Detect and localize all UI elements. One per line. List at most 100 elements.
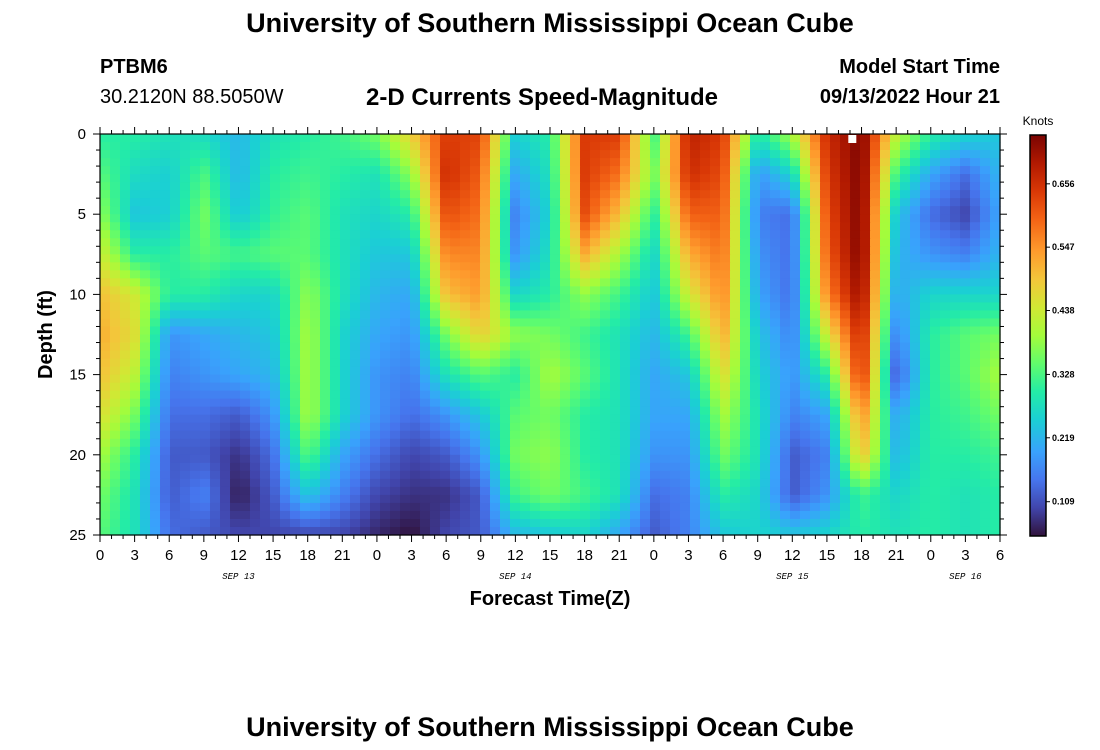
heatmap-cell [980, 294, 991, 304]
heatmap-cell [920, 478, 931, 488]
heatmap-cell [770, 206, 781, 215]
heatmap-cell [590, 222, 601, 231]
heatmap-cell [390, 510, 401, 520]
heatmap-cell [250, 526, 261, 536]
heatmap-cell [390, 142, 401, 151]
heatmap-cell [200, 326, 211, 336]
heatmap-cell [620, 478, 631, 488]
heatmap-cell [690, 230, 701, 239]
heatmap-cell [710, 278, 721, 287]
heatmap-cell [480, 294, 491, 304]
heatmap-cell [190, 326, 201, 336]
heatmap-cell [360, 158, 371, 167]
heatmap-cell [970, 382, 981, 392]
heatmap-cell [640, 286, 651, 295]
heatmap-cell [140, 182, 151, 191]
heatmap-cell [450, 278, 461, 287]
heatmap-cell [760, 374, 771, 384]
heatmap-cell [400, 166, 411, 175]
heatmap-cell [880, 494, 891, 504]
heatmap-cell [560, 174, 571, 183]
heatmap-cell [570, 182, 581, 191]
heatmap-cell [820, 326, 831, 336]
heatmap-cell [170, 206, 181, 215]
heatmap-cell [430, 406, 441, 416]
heatmap-cell [750, 278, 761, 287]
heatmap-cell [170, 182, 181, 191]
heatmap-cell [680, 438, 691, 448]
heatmap-cell [860, 342, 871, 352]
heatmap-cell [840, 430, 851, 440]
heatmap-cell [370, 142, 381, 151]
heatmap-cell [270, 374, 281, 384]
heatmap-cell [790, 358, 801, 368]
heatmap-cell [410, 470, 421, 480]
heatmap-cell [700, 246, 711, 255]
heatmap-cell [900, 158, 911, 167]
heatmap-cell [520, 494, 531, 504]
heatmap-cell [840, 462, 851, 472]
heatmap-cell [120, 414, 131, 424]
heatmap-cell [410, 158, 421, 167]
heatmap-cell [910, 486, 921, 496]
heatmap-cell [590, 254, 601, 263]
heatmap-cell [330, 270, 341, 279]
heatmap-cell [760, 326, 771, 336]
heatmap-cell [150, 158, 161, 167]
heatmap-cell [230, 190, 241, 199]
heatmap-cell [570, 238, 581, 247]
heatmap-cell [870, 454, 881, 464]
heatmap-cell [600, 142, 611, 151]
heatmap-cell [160, 150, 171, 159]
heatmap-cell [740, 214, 751, 223]
heatmap-cell [870, 246, 881, 255]
heatmap-cell [530, 286, 541, 295]
heatmap-cell [410, 478, 421, 488]
heatmap-cell [720, 246, 731, 255]
heatmap-cell [940, 494, 951, 504]
heatmap-cell [290, 398, 301, 408]
heatmap-cell [550, 286, 561, 295]
heatmap-cell [690, 214, 701, 223]
heatmap-cell [770, 254, 781, 263]
heatmap-cell [330, 526, 341, 536]
heatmap-cell [790, 214, 801, 223]
heatmap-cell [960, 366, 971, 376]
heatmap-cell [390, 334, 401, 344]
heatmap-cell [740, 438, 751, 448]
heatmap-cell [180, 142, 191, 151]
heatmap-cell [790, 342, 801, 352]
heatmap-cell [560, 350, 571, 360]
heatmap-cell [250, 150, 261, 159]
heatmap-cell [520, 334, 531, 344]
heatmap-cell [370, 414, 381, 424]
heatmap-cell [790, 414, 801, 424]
heatmap-cell [350, 502, 361, 512]
heatmap-cell [240, 502, 251, 512]
heatmap-cell [930, 230, 941, 239]
heatmap-cell [560, 294, 571, 304]
heatmap-cell [520, 518, 531, 528]
heatmap-cell [800, 374, 811, 384]
heatmap-cell [370, 342, 381, 352]
heatmap-cell [300, 398, 311, 408]
heatmap-cell [950, 398, 961, 408]
heatmap-cell [810, 182, 821, 191]
x-tick-label: 12 [507, 547, 524, 564]
heatmap-cell [300, 222, 311, 231]
heatmap-cell [400, 198, 411, 207]
heatmap-cell [610, 158, 621, 167]
heatmap-cell [430, 206, 441, 215]
heatmap-cell [380, 422, 391, 432]
heatmap-cell [580, 374, 591, 384]
heatmap-cell [920, 134, 931, 143]
heatmap-cell [340, 166, 351, 175]
heatmap-cell [480, 278, 491, 287]
heatmap-cell [130, 326, 141, 336]
heatmap-cell [110, 214, 121, 223]
heatmap-cell [670, 430, 681, 440]
heatmap-cell [430, 182, 441, 191]
heatmap-cell [380, 254, 391, 263]
heatmap-cell [200, 182, 211, 191]
heatmap-cell [420, 142, 431, 151]
